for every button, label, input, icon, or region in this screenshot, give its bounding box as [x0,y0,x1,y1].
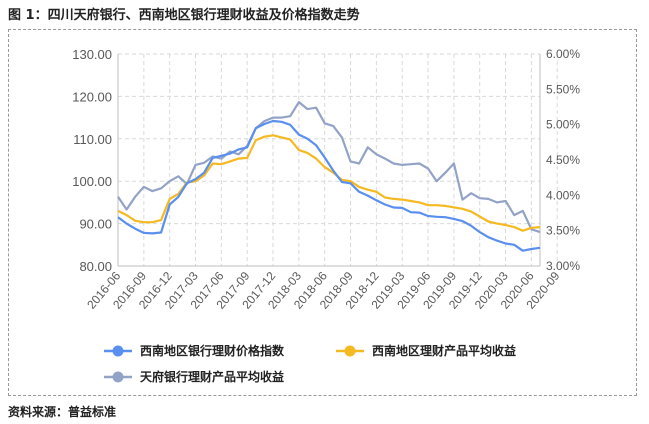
left-tick-label: 80.00 [79,259,112,274]
chart-frame [8,29,637,396]
grid-lines [117,53,558,267]
right-tick-label: 3.00% [546,259,580,273]
legend-label-tianfu-yield: 天府银行理财产品平均收益 [140,369,284,384]
legend-item-index[interactable]: 西南地区银行理财价格指数 [104,343,285,358]
legend-marker-tianfu-yield [112,371,124,383]
legend-item-tianfu-yield[interactable]: 天府银行理财产品平均收益 [104,369,284,384]
index-line [117,119,541,252]
right-tick-label: 5.50% [546,82,580,96]
legend-label-southwest-yield: 西南地区理财产品平均收益 [372,343,516,358]
southwest-yield-line [117,134,541,232]
right-tick-label: 6.00% [546,47,580,61]
legend-item-southwest-yield[interactable]: 西南地区理财产品平均收益 [336,343,516,358]
legend-marker-southwest-yield [344,345,356,357]
left-axis-tick-labels: 80.00 90.00 100.00 110.00 120.00 130.00 [72,47,112,274]
legend-marker-index [112,345,124,357]
left-tick-label: 120.00 [72,89,112,104]
tianfu-yield-line [117,100,541,234]
legend-label-index: 西南地区银行理财价格指数 [140,343,285,358]
left-tick-label: 100.00 [72,174,112,189]
series-lines [117,100,541,252]
figure-title: 图 1：四川天府银行、西南地区银行理财收益及价格指数走势 [8,8,360,23]
source-note: 资料来源：普益标准 [8,405,117,419]
x-axis-tick-labels: 2016-062016-092016-122017-032017-062017-… [84,269,562,312]
left-tick-label: 90.00 [79,217,112,232]
right-tick-label: 4.00% [546,188,580,202]
right-tick-label: 4.50% [546,153,580,167]
right-tick-label: 3.50% [546,224,580,238]
right-axis-tick-labels: 3.00% 3.50% 4.00% 4.50% 5.00% 5.50% 6.00% [546,47,580,273]
left-tick-label: 130.00 [72,47,112,62]
left-tick-label: 110.00 [73,132,112,147]
legend: 西南地区银行理财价格指数 西南地区理财产品平均收益 天府银行理财产品平均收益 [104,343,516,384]
right-tick-label: 5.00% [546,118,580,132]
